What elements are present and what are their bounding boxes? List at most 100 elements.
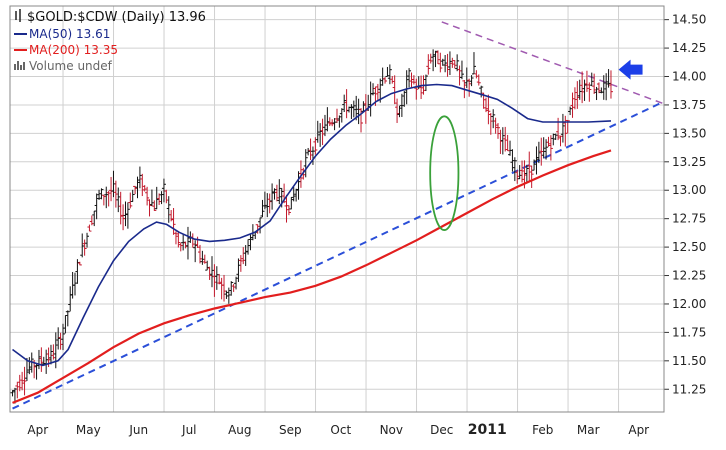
price-bar (207, 266, 212, 280)
price-bar (306, 147, 311, 156)
price-bar (229, 281, 234, 296)
price-bar (524, 164, 529, 183)
price-bar (48, 344, 53, 365)
price-bar (125, 202, 130, 229)
price-bar (435, 50, 440, 65)
price-bar (303, 149, 308, 178)
y-tick-label: 14.00 (672, 70, 706, 84)
price-bar (197, 244, 202, 264)
price-bar (212, 264, 217, 297)
price-bar (488, 112, 493, 135)
legend-swatch-bar (20, 65, 22, 70)
y-tick-label: 14.25 (672, 41, 706, 55)
x-tick-label: Sep (279, 423, 302, 437)
price-bar (464, 67, 469, 88)
price-bar (508, 140, 513, 156)
price-bar (267, 193, 272, 214)
price-bar (286, 205, 291, 216)
price-bar (558, 135, 563, 147)
x-tick-label: Mar (577, 423, 600, 437)
price-bar (546, 136, 551, 147)
annotation-layer-over (429, 59, 643, 231)
price-bar (351, 100, 356, 118)
price-bar (145, 186, 150, 206)
y-tick-label: 13.25 (672, 155, 706, 169)
legend-entry: Volume undef (14, 59, 113, 73)
price-bar (601, 75, 606, 100)
price-bar (411, 75, 416, 85)
price-bar (339, 108, 344, 123)
price-bar (534, 146, 539, 175)
price-bar (308, 138, 313, 161)
annotation-layer-under (12, 21, 665, 410)
price-bar (178, 242, 183, 252)
price-bar (589, 72, 594, 87)
price-bar (142, 185, 147, 192)
y-tick-label: 11.25 (672, 382, 706, 396)
price-bar (294, 188, 299, 202)
price-bar (457, 65, 462, 86)
x-tick-label: Apr (27, 423, 48, 437)
price-bar (349, 104, 354, 119)
price-bar (104, 186, 109, 209)
price-bar (330, 119, 335, 127)
price-bar (503, 126, 508, 152)
price-bar (584, 70, 589, 92)
price-bar (467, 78, 472, 97)
price-bar (183, 241, 188, 249)
price-bar (222, 274, 227, 302)
price-bar (431, 49, 436, 72)
price-bar (395, 98, 400, 123)
price-bar (354, 95, 359, 121)
x-tick-label: Aug (228, 423, 251, 437)
price-bar (236, 258, 241, 282)
price-bar (238, 255, 243, 272)
price-bar (383, 77, 388, 84)
price-bar (248, 234, 253, 251)
legend-label: MA(200) 13.35 (29, 43, 118, 57)
price-bar (39, 347, 44, 372)
price-bar (568, 106, 573, 116)
legend-entry: MA(50) 13.61 (14, 27, 110, 41)
price-bar (210, 256, 215, 288)
price-bar (22, 366, 27, 396)
legend-swatch-bar (23, 62, 25, 70)
price-bar (241, 247, 246, 265)
price-bar (496, 123, 501, 139)
x-tick-label: Jun (128, 423, 148, 437)
price-bar (265, 193, 270, 218)
price-bar (402, 90, 407, 107)
price-bar (130, 189, 135, 202)
price-bar (440, 58, 445, 66)
price-bar (390, 76, 395, 84)
highlight-ellipse (429, 115, 460, 231)
price-bar (226, 287, 231, 304)
price-bar (260, 199, 265, 218)
price-bar (106, 190, 111, 207)
price-bar (505, 134, 510, 152)
price-bar (63, 314, 68, 334)
x-tick-label: Nov (380, 423, 403, 437)
price-bar (606, 69, 611, 88)
price-bar (563, 115, 568, 147)
legend-label: Volume undef (29, 59, 113, 73)
price-bar (486, 94, 491, 125)
legend-swatch-bar (14, 64, 16, 70)
price-bar (243, 245, 248, 266)
price-bar (77, 261, 82, 266)
price-bar (397, 105, 402, 118)
price-bar (423, 74, 428, 92)
price-bar (572, 87, 577, 110)
price-bar (89, 215, 94, 226)
price-bar (284, 194, 289, 223)
price-bar (337, 115, 342, 128)
price-bar (73, 272, 78, 296)
legend-entry: MA(200) 13.35 (14, 43, 118, 57)
price-bar (387, 64, 392, 85)
legend-label: MA(50) 13.61 (29, 27, 110, 41)
price-bar (426, 54, 431, 75)
price-bar (164, 189, 169, 204)
price-bar (471, 52, 476, 75)
price-bar (51, 344, 56, 360)
x-tick-label: 2011 (468, 422, 507, 438)
